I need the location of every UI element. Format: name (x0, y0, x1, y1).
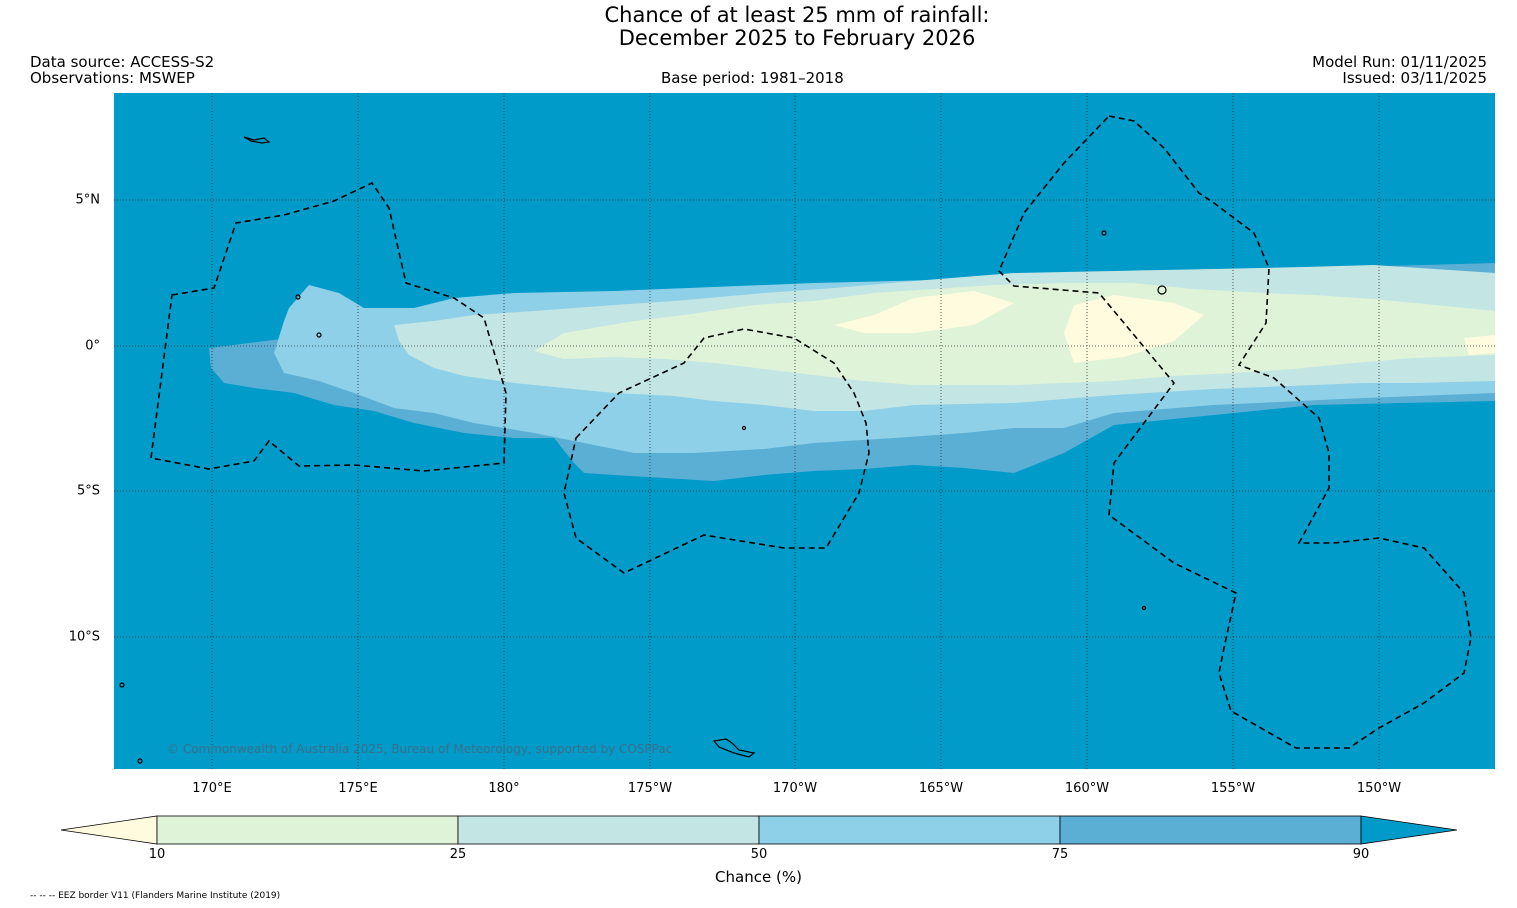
map-canvas (114, 93, 1495, 769)
base-period: Base period: 1981–2018 (661, 69, 844, 87)
eez-borders (150, 115, 1472, 749)
lon-label-150w: 150°W (1356, 781, 1402, 796)
colorbar-label: Chance (%) (715, 868, 802, 886)
lon-label-175w: 175°W (627, 781, 673, 796)
colorbar-segment-25-50 (457, 815, 760, 845)
lon-label-180: 180° (488, 781, 520, 796)
graticule (114, 93, 1495, 769)
rainfall-map (114, 93, 1495, 769)
colorbar-segment-10-25 (156, 815, 459, 845)
data-source: Data source: ACCESS-S2 (30, 53, 215, 71)
colorbar (60, 815, 1458, 845)
lat-label-5s: 5°S (76, 483, 100, 499)
copyright-text: © Commonwealth of Australia 2025, Bureau… (167, 742, 673, 756)
lon-label-170w: 170°W (772, 781, 818, 796)
colorbar-arrow-high (1360, 815, 1458, 845)
lat-label-10s: 10°S (68, 629, 100, 645)
colorbar-tick-25: 25 (449, 847, 467, 862)
colorbar-tick-90: 90 (1352, 847, 1370, 862)
observations: Observations: MSWEP (30, 69, 195, 87)
lon-label-155w: 155°W (1210, 781, 1256, 796)
issued-date: Issued: 03/11/2025 (1342, 69, 1487, 87)
colorbar-segment-50-75 (758, 815, 1061, 845)
islands (119, 136, 1167, 764)
lat-label-5n: 5°N (75, 192, 101, 208)
model-run: Model Run: 01/11/2025 (1312, 53, 1487, 71)
lon-label-170e: 170°E (192, 781, 232, 796)
colorbar-tick-50: 50 (750, 847, 768, 862)
lon-label-165w: 165°W (918, 781, 964, 796)
map-title-line2: December 2025 to February 2026 (618, 26, 976, 50)
colorbar-segment-75-90 (1059, 815, 1362, 845)
lat-label-0: 0° (85, 338, 100, 354)
colorbar-tick-75: 75 (1051, 847, 1069, 862)
colorbar-arrow-low (60, 815, 158, 845)
colorbar-tick-10: 10 (148, 847, 166, 862)
band-below-10 (834, 291, 1495, 363)
eez-footnote: -- -- -- EEZ border V11 (Flanders Marine… (30, 891, 281, 901)
band-10-25 (534, 283, 1495, 385)
lon-label-175e: 175°E (338, 781, 378, 796)
map-title-line1: Chance of at least 25 mm of rainfall: (604, 3, 990, 27)
lon-label-160w: 160°W (1064, 781, 1110, 796)
